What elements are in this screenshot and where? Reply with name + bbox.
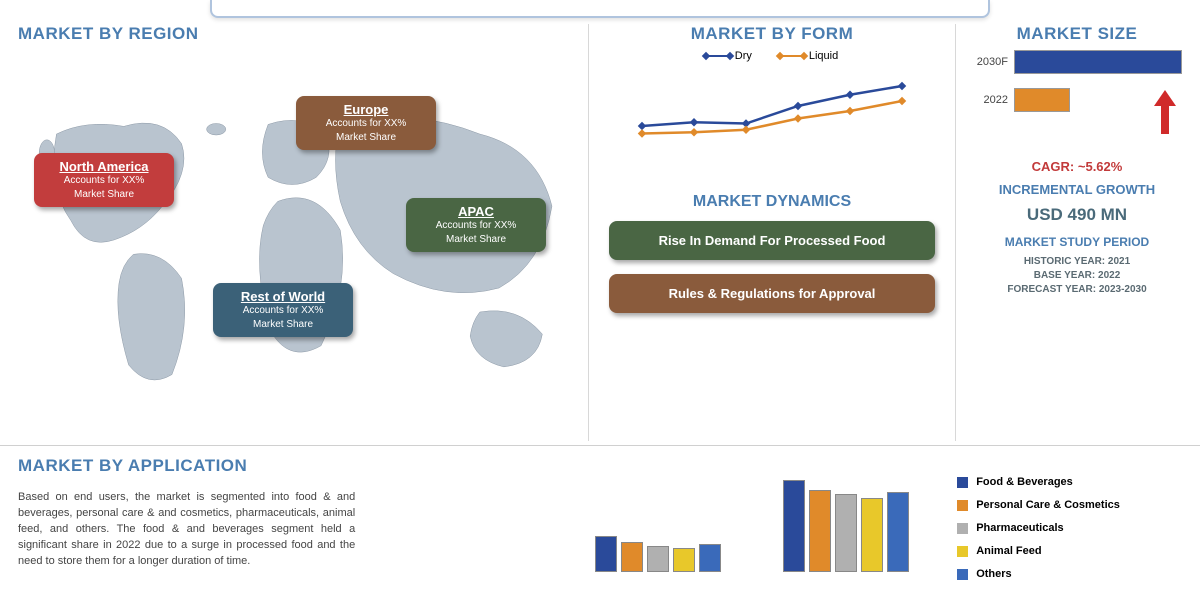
- form-series-line: [642, 86, 902, 126]
- title-banner: [210, 0, 990, 18]
- form-chart-svg: [601, 66, 943, 161]
- app-legend-label: Animal Feed: [976, 545, 1041, 557]
- region-panel: MARKET BY REGION North AmericaAccounts f…: [18, 24, 576, 441]
- region-line2: Market Share: [306, 131, 426, 145]
- region-tag-row: Rest of WorldAccounts for XX%Market Shar…: [213, 283, 353, 337]
- app-bar: [887, 492, 909, 572]
- form-series-marker: [794, 102, 802, 110]
- app-bar: [783, 480, 805, 572]
- region-name: North America: [44, 159, 164, 174]
- app-bar: [647, 546, 669, 572]
- form-series-marker: [638, 122, 646, 130]
- region-line1: Accounts for XX%: [416, 219, 536, 233]
- region-tag-na: North AmericaAccounts for XX%Market Shar…: [34, 153, 174, 207]
- size-chart: 2030F 2022: [972, 50, 1182, 155]
- study-title: MARKET STUDY PERIOD: [972, 235, 1182, 249]
- form-series-marker: [846, 91, 854, 99]
- legend-swatch-icon: [957, 546, 968, 557]
- form-legend: Dry Liquid: [601, 50, 943, 62]
- form-chart: Dry Liquid: [601, 50, 943, 175]
- size-bar-label: 2022: [972, 94, 1008, 106]
- cagr-text: CAGR: ~5.62%: [972, 159, 1182, 174]
- legend-line-icon: [780, 55, 804, 57]
- bar-cluster-1: [783, 480, 909, 572]
- app-legend-item: Food & Beverages: [957, 476, 1182, 488]
- app-bar: [835, 494, 857, 572]
- form-series-marker: [638, 129, 646, 137]
- legend-swatch-icon: [957, 569, 968, 580]
- legend-swatch-icon: [957, 477, 968, 488]
- application-bars: [567, 480, 937, 572]
- form-series-marker: [898, 82, 906, 90]
- application-description: Based on end users, the market is segmen…: [18, 490, 355, 570]
- study-l3: FORECAST YEAR: 2023-2030: [972, 283, 1182, 297]
- form-series-marker: [742, 126, 750, 134]
- dynamics-box-1: Rules & Regulations for Approval: [609, 274, 935, 313]
- size-bar-label: 2030F: [972, 56, 1008, 68]
- application-legend: Food & Beverages Personal Care & Cosmetic…: [957, 456, 1182, 600]
- app-legend-item: Pharmaceuticals: [957, 522, 1182, 534]
- size-panel: MARKET SIZE 2030F 2022 CAGR: ~5.62% INCRE…: [968, 24, 1182, 441]
- form-series-marker: [794, 114, 802, 122]
- region-name: Rest of World: [223, 289, 343, 304]
- region-line1: Accounts for XX%: [223, 304, 343, 318]
- app-legend-label: Food & Beverages: [976, 476, 1073, 488]
- region-line1: Accounts for XX%: [44, 174, 164, 188]
- form-series-marker: [690, 118, 698, 126]
- form-legend-item: Dry: [706, 50, 752, 62]
- legend-line-icon: [706, 55, 730, 57]
- size-title: MARKET SIZE: [972, 24, 1182, 44]
- region-tag-eu: EuropeAccounts for XX%Market Share: [296, 96, 436, 150]
- application-title: MARKET BY APPLICATION: [18, 456, 355, 476]
- legend-swatch-icon: [957, 523, 968, 534]
- app-legend-item: Animal Feed: [957, 545, 1182, 557]
- region-line2: Market Share: [223, 318, 343, 332]
- legend-label: Liquid: [809, 50, 838, 62]
- app-legend-label: Personal Care & Cosmetics: [976, 499, 1120, 511]
- app-legend-item: Others: [957, 568, 1182, 580]
- bar-cluster-0: [595, 536, 721, 572]
- app-bar: [673, 548, 695, 572]
- form-legend-item: Liquid: [780, 50, 838, 62]
- incremental-title: INCREMENTAL GROWTH: [972, 182, 1182, 197]
- region-name: APAC: [416, 204, 536, 219]
- region-title: MARKET BY REGION: [18, 24, 576, 44]
- study-l1: HISTORIC YEAR: 2021: [972, 255, 1182, 269]
- growth-arrow-icon: [1154, 90, 1176, 139]
- world-map: North AmericaAccounts for XX%Market Shar…: [18, 58, 576, 441]
- app-legend-item: Personal Care & Cosmetics: [957, 499, 1182, 511]
- bottom-row: MARKET BY APPLICATION Based on end users…: [0, 445, 1200, 600]
- size-bar: [1014, 88, 1070, 112]
- incremental-value: USD 490 MN: [972, 205, 1182, 225]
- top-row: MARKET BY REGION North AmericaAccounts f…: [0, 18, 1200, 445]
- application-text-panel: MARKET BY APPLICATION Based on end users…: [18, 456, 355, 600]
- app-bar: [595, 536, 617, 572]
- region-tag-ap: APACAccounts for XX%Market Share: [406, 198, 546, 252]
- application-chart-panel: [375, 456, 937, 600]
- form-series-line: [642, 101, 902, 134]
- app-legend-label: Others: [976, 568, 1011, 580]
- dynamics-title: MARKET DYNAMICS: [601, 193, 943, 211]
- region-line2: Market Share: [44, 188, 164, 202]
- size-bar: [1014, 50, 1182, 74]
- app-legend-label: Pharmaceuticals: [976, 522, 1063, 534]
- legend-label: Dry: [735, 50, 752, 62]
- form-series-marker: [690, 128, 698, 136]
- app-bar: [809, 490, 831, 572]
- app-bar: [861, 498, 883, 572]
- study-l2: BASE YEAR: 2022: [972, 269, 1182, 283]
- region-line1: Accounts for XX%: [306, 117, 426, 131]
- legend-swatch-icon: [957, 500, 968, 511]
- form-title: MARKET BY FORM: [601, 24, 943, 44]
- app-bar: [621, 542, 643, 572]
- app-bar: [699, 544, 721, 572]
- size-bar-row: 2030F: [972, 50, 1182, 74]
- region-line2: Market Share: [416, 233, 536, 247]
- form-series-marker: [898, 97, 906, 105]
- dynamics-box-0: Rise In Demand For Processed Food: [609, 221, 935, 260]
- form-series-marker: [846, 107, 854, 115]
- center-panel: MARKET BY FORM Dry Liquid MARKET DYNAMICS…: [588, 24, 956, 441]
- region-name: Europe: [306, 102, 426, 117]
- size-bar-row: 2022: [972, 88, 1182, 112]
